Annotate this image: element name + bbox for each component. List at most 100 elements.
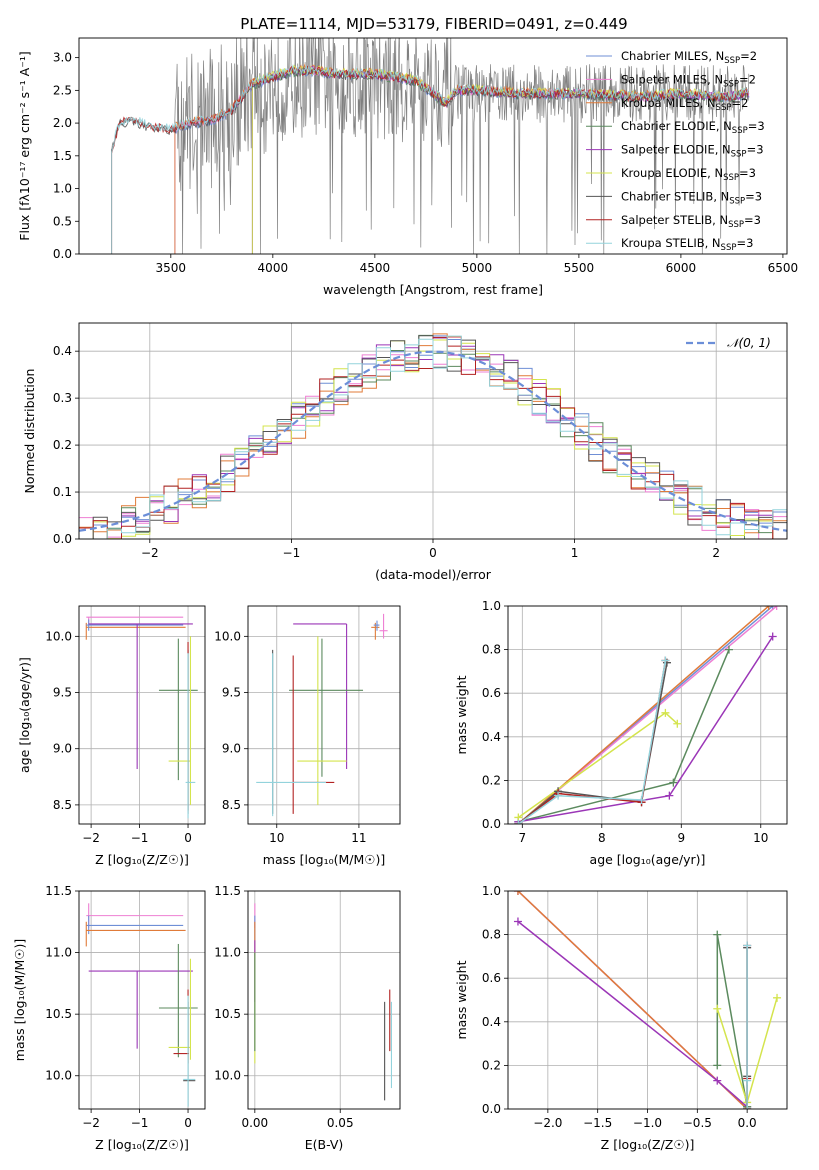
x-axis-label: mass [log₁₀(M/M☉)] [263, 852, 385, 867]
y-axis-label: mass [log₁₀(M/M☉)] [12, 939, 27, 1061]
weight-marker-kroupa-stelib [743, 1076, 752, 1085]
legend-label-chabrier-elodie: Chabrier ELODIE, NSSP=3 [621, 119, 765, 136]
y-axis-label: Normed distribution [22, 369, 37, 494]
spectrum-panel: 3500 4000 4500 5000 5500 6000 6500 0.0 0.5 1.0 1.5… [17, 37, 799, 297]
y-tick-label: 0.3 [53, 391, 72, 405]
weight-marker-kroupa-stelib [661, 656, 670, 665]
errorbar-kroupa-elodie [168, 958, 192, 1060]
y-tick-label: 8.5 [53, 798, 72, 812]
age-vs-metallicity-panel: −2 −1 0 8.5 9.0 9.5 10.0 Z [log₁₀(Z/Z☉)] age [lo… [17, 605, 206, 867]
errorbar-kroupa-stelib [183, 995, 196, 1107]
plot-area [514, 606, 781, 824]
legend-label-salpeter-stelib: Salpeter STELIB, NSSP=3 [621, 213, 761, 230]
x-tick-label: −2 [82, 1116, 100, 1130]
y-tick-label: 9.5 [222, 686, 241, 700]
x-tick-label: −2.0 [533, 1116, 562, 1130]
errorbar-kroupa-elodie [297, 636, 347, 805]
x-axis-label: E(B-V) [305, 1137, 344, 1152]
axes-frame [507, 605, 788, 825]
weight-marker-chabrier-elodie [713, 1061, 722, 1070]
weight-marker-kroupa-stelib [637, 796, 646, 805]
axes-frame [247, 605, 401, 825]
x-tick-label: −1 [131, 831, 149, 845]
x-tick-label: 6500 [768, 261, 799, 275]
y-tick-label: 11.0 [45, 946, 72, 960]
axes: −2.0 −1.5 −1.0 −0.5 0.0 0.0 0.2 0.4 0.6 0.8 1.0 Z [… [454, 884, 788, 1152]
y-tick-label: 9.0 [53, 742, 72, 756]
x-tick-label: 6000 [666, 261, 697, 275]
x-tick-label: 11 [351, 831, 366, 845]
normal-distribution-curve [79, 350, 787, 532]
legend-label-chabrier-miles: Chabrier MILES, NSSP=2 [621, 49, 757, 66]
x-tick-label: −0.5 [683, 1116, 712, 1130]
legend: 𝒩(0, 1) [686, 336, 771, 350]
weight-marker-chabrier-elodie [713, 930, 722, 939]
histogram-kroupa-stelib [79, 335, 787, 539]
legend: Chabrier MILES, NSSP=2 Salpeter MILES, NS… [586, 49, 765, 253]
x-tick-label: −1 [283, 546, 301, 560]
errorbar-salpeter-elodie [293, 623, 348, 769]
figure-title: PLATE=1114, MJD=53179, FIBERID=0491, z=0… [240, 15, 627, 33]
y-tick-label: 1.0 [482, 599, 501, 613]
y-tick-label: 10.0 [45, 629, 72, 643]
axes-frame [78, 322, 788, 540]
errorbar-chabrier-miles [86, 619, 184, 631]
x-axis-label: Z [log₁₀(Z/Z☉)] [95, 1137, 189, 1152]
residuals-histogram-panel: −2 −1 0 1 2 0.0 0.1 0.2 0.3 0.4 (data-model)/error… [22, 322, 788, 582]
weight-line-kroupa-miles [517, 891, 748, 1109]
mass-weight-vs-age-panel: 7 8 9 10 0.0 0.2 0.4 0.6 0.8 1.0 age [log₁₀(age/yr… [454, 599, 788, 867]
weight-line-salpeter-elodie [517, 920, 748, 1108]
x-tick-label: 0.0 [738, 1116, 757, 1130]
x-tick-label: 2 [712, 546, 720, 560]
y-tick-label: 0.2 [482, 1058, 501, 1072]
weight-marker-kroupa-miles [513, 891, 522, 895]
y-tick-label: 0.8 [482, 928, 501, 942]
x-tick-label: 5000 [462, 261, 493, 275]
weight-marker-salpeter-miles [772, 606, 781, 610]
legend-label-chabrier-stelib: Chabrier STELIB, NSSP=3 [621, 189, 762, 206]
y-tick-label: 11.5 [214, 884, 241, 898]
x-tick-label: 10 [269, 831, 284, 845]
x-tick-label: −2 [82, 831, 100, 845]
weight-marker-kroupa-elodie [661, 708, 670, 717]
y-axis-label: mass weight [454, 960, 469, 1039]
axes: −2 −1 0 1 2 0.0 0.1 0.2 0.3 0.4 (data-model)/error… [22, 322, 788, 582]
errorbar-kroupa-miles [85, 622, 186, 640]
observed-spectrum-line [111, 38, 750, 254]
errorbar-chabrier-elodie [158, 638, 198, 781]
weight-marker-kroupa-stelib [554, 791, 563, 800]
weight-marker-chabrier-elodie [724, 645, 733, 654]
gridlines [248, 890, 400, 1109]
plot-area [254, 903, 393, 1101]
x-axis-label: Z [log₁₀(Z/Z☉)] [95, 852, 189, 867]
y-tick-label: 0.0 [53, 532, 72, 546]
x-axis-label: (data-model)/error [375, 567, 492, 582]
legend-label-normal: 𝒩(0, 1) [727, 336, 771, 350]
errorbar-chabrier-miles [373, 620, 380, 631]
plot-area [513, 891, 782, 1109]
weight-marker-kroupa-elodie [773, 993, 782, 1002]
x-tick-label: 9 [677, 831, 685, 845]
errorbar-kroupa-stelib [256, 653, 327, 817]
y-tick-label: 10.5 [45, 1007, 72, 1021]
axes-frame [78, 37, 788, 255]
x-tick-label: 10 [753, 831, 768, 845]
y-tick-label: 2.5 [53, 83, 72, 97]
x-tick-label: 7 [518, 831, 526, 845]
weight-marker-kroupa-elodie [673, 719, 682, 728]
y-tick-label: 10.5 [214, 1007, 241, 1021]
weight-marker-kroupa-stelib [514, 820, 523, 824]
plot-area [79, 333, 787, 539]
x-tick-label: 0.05 [327, 1116, 354, 1130]
weight-marker-salpeter-elodie [713, 1076, 722, 1085]
x-tick-label: −1.0 [633, 1116, 662, 1130]
x-tick-label: 5500 [564, 261, 595, 275]
errorbar-salpeter-stelib [292, 655, 335, 814]
age-vs-mass-panel: 10 11 8.5 9.0 9.5 10.0 mass [log₁₀(M/M☉)] [214, 605, 401, 867]
y-tick-label: 0.5 [53, 214, 72, 228]
axes: 10 11 8.5 9.0 9.5 10.0 mass [log₁₀(M/M☉)] [214, 605, 401, 867]
y-tick-label: 1.0 [53, 182, 72, 196]
errorbar-kroupa-elodie [168, 636, 192, 805]
axes-frame [78, 890, 206, 1110]
